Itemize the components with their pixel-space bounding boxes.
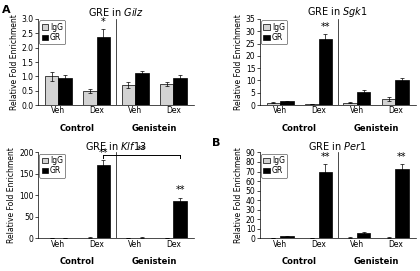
Bar [357,233,370,238]
Bar [173,201,187,238]
Bar [318,39,332,105]
Y-axis label: Relative Fold Enrichment: Relative Fold Enrichment [8,147,16,243]
Bar [382,99,395,105]
Bar [83,91,97,105]
Bar [97,165,110,238]
Bar [344,237,357,238]
Title: GRE in $\it{Klf13}$: GRE in $\it{Klf13}$ [85,140,147,151]
Legend: IgG, GR: IgG, GR [261,154,287,178]
Title: GRE in $\it{Per1}$: GRE in $\it{Per1}$ [308,140,367,151]
Bar [318,172,332,238]
Text: *: * [101,17,106,27]
Bar [357,92,370,105]
Y-axis label: Relative Fold Enrichment: Relative Fold Enrichment [234,147,243,243]
Text: Control: Control [60,257,95,266]
Bar [344,103,357,105]
Text: **: ** [99,148,108,158]
Text: **: ** [320,152,330,162]
Legend: IgG, GR: IgG, GR [39,154,66,178]
Text: **: ** [176,185,185,195]
Text: Genistein: Genistein [353,124,399,133]
Legend: IgG, GR: IgG, GR [39,21,66,44]
Text: Genistein: Genistein [131,124,177,133]
Bar [267,103,280,105]
Text: **: ** [397,152,407,162]
Bar [382,237,395,238]
Y-axis label: Relative Fold Enrichment: Relative Fold Enrichment [10,14,19,110]
Y-axis label: Relative Fold Enrichment: Relative Fold Enrichment [234,14,243,110]
Bar [280,101,294,105]
Text: Control: Control [60,124,95,133]
Title: GRE in $\it{Sgk1}$: GRE in $\it{Sgk1}$ [307,5,368,19]
Text: Genistein: Genistein [131,257,177,266]
Bar [305,104,318,105]
Text: Control: Control [282,124,317,133]
Bar [97,37,110,105]
Bar [58,78,72,105]
Title: GRE in $\it{Gilz}$: GRE in $\it{Gilz}$ [88,6,144,18]
Bar [395,80,409,105]
Bar [135,73,149,105]
Text: **: ** [137,144,147,154]
Bar [160,83,173,105]
Text: Genistein: Genistein [353,257,399,266]
Legend: IgG, GR: IgG, GR [261,21,287,44]
Bar [122,85,135,105]
Bar [45,76,58,105]
Text: Control: Control [282,257,317,266]
Text: B: B [212,138,220,148]
Text: A: A [2,5,11,15]
Text: **: ** [320,22,330,32]
Bar [395,169,409,238]
Bar [173,78,187,105]
Bar [280,236,294,238]
